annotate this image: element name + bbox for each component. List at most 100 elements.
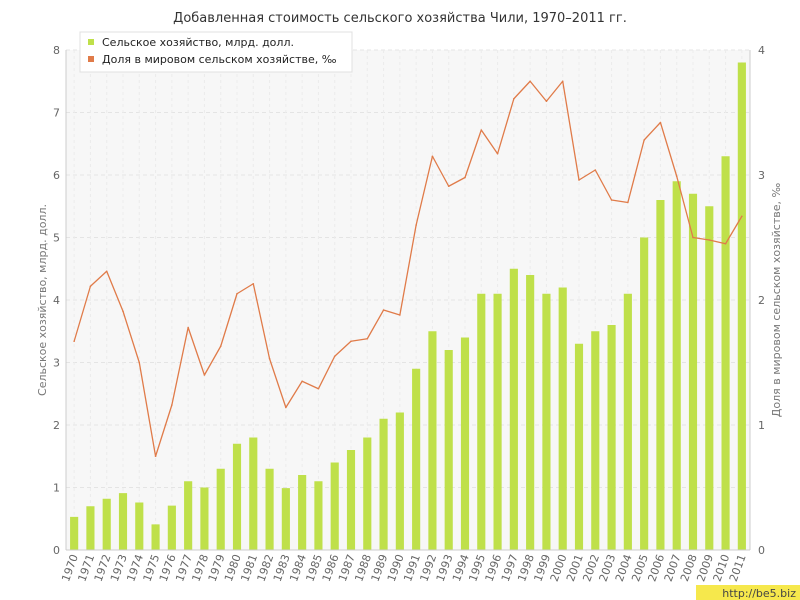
bar — [232, 443, 242, 550]
bar — [412, 368, 421, 550]
line-point — [464, 176, 466, 179]
line-point — [708, 239, 711, 241]
line-point — [203, 374, 206, 376]
bar — [460, 337, 470, 550]
line-point — [301, 380, 303, 383]
line-point — [480, 129, 483, 131]
y2-tick-label: 4 — [758, 44, 765, 57]
line-point — [627, 201, 629, 204]
line-point — [724, 242, 727, 245]
line-point — [431, 155, 434, 158]
bar — [216, 468, 225, 550]
line-point — [122, 310, 124, 313]
y-tick-label: 8 — [53, 44, 60, 57]
bar — [477, 293, 486, 550]
bar — [737, 62, 746, 550]
right-axis-ticks: 0 1 2 3 4 — [758, 44, 765, 557]
bar — [493, 293, 502, 550]
x-axis-ticks: 1970197119721973197419751976197719781979… — [59, 553, 749, 584]
watermark: http://be5.biz — [696, 585, 800, 600]
line-point — [447, 185, 450, 188]
line-point — [105, 270, 108, 273]
y2-tick-label: 1 — [758, 419, 765, 432]
y-tick-label: 7 — [53, 107, 60, 120]
line-point — [545, 100, 548, 103]
line-point — [187, 326, 189, 329]
bar — [395, 412, 404, 550]
bar — [167, 505, 176, 550]
y-tick-label: 3 — [53, 357, 60, 370]
line-point — [741, 215, 743, 218]
bar — [265, 468, 274, 550]
line-point — [138, 361, 141, 364]
line-point — [219, 345, 222, 348]
line-point — [154, 455, 157, 458]
line-point — [529, 80, 531, 83]
bar-series — [70, 62, 746, 550]
y2-tick-label: 2 — [758, 294, 765, 307]
bar — [558, 287, 567, 550]
line-point — [643, 139, 645, 141]
line-point — [610, 199, 613, 201]
legend: Сельское хозяйство, млрд. долл. Доля в м… — [79, 31, 353, 73]
bar — [249, 437, 258, 550]
bar — [705, 206, 714, 550]
line-series — [73, 80, 743, 458]
bar — [314, 481, 323, 550]
bar — [86, 506, 95, 550]
bar — [656, 200, 665, 550]
chart-title: Добавленная стоимость сельского хозяйств… — [173, 11, 627, 26]
line-point — [317, 387, 320, 390]
series-line — [73, 80, 743, 457]
bar — [118, 493, 128, 550]
line-point — [382, 309, 385, 311]
bar — [135, 502, 144, 550]
bar — [688, 193, 698, 550]
line-point — [268, 357, 271, 360]
bar — [428, 331, 437, 550]
line-point — [675, 175, 678, 178]
bar — [184, 481, 193, 550]
y-tick-label: 2 — [53, 419, 60, 432]
line-point — [350, 340, 352, 343]
line-point — [561, 80, 564, 83]
watermark-background — [696, 585, 800, 600]
bar — [444, 350, 453, 550]
bar — [574, 343, 584, 550]
y-tick-label: 6 — [53, 169, 60, 182]
bar — [509, 268, 518, 550]
line-point — [496, 152, 499, 155]
line-point — [171, 404, 173, 406]
line-point — [692, 236, 694, 239]
bar — [591, 331, 600, 550]
legend-swatch-bars — [88, 39, 94, 45]
y2-axis-label: Доля в мировом сельском хозяйстве, ‰ — [770, 183, 783, 418]
line-point — [578, 179, 580, 181]
y-tick-label: 5 — [53, 232, 60, 245]
legend-box — [79, 31, 353, 73]
y-tick-label: 1 — [53, 482, 60, 495]
line-point — [252, 282, 255, 285]
left-axis-ticks: 0 1 2 3 4 5 6 7 8 — [53, 44, 60, 557]
axes — [65, 50, 751, 551]
line-point — [89, 285, 92, 288]
bar — [672, 181, 681, 550]
line-point — [73, 340, 75, 343]
line-point — [236, 292, 238, 295]
line-point — [594, 169, 597, 171]
line-point — [513, 97, 515, 100]
line-point — [399, 314, 401, 316]
watermark-text: http://be5.biz — [722, 587, 796, 600]
y-tick-label: 4 — [53, 294, 60, 307]
bar — [102, 498, 111, 550]
bar — [200, 487, 209, 550]
bar — [640, 237, 649, 550]
bar — [151, 524, 160, 550]
y2-tick-label: 3 — [758, 169, 765, 182]
line-point — [415, 224, 417, 226]
bar — [542, 293, 551, 550]
line-point — [285, 406, 287, 409]
bar — [721, 156, 730, 550]
y-axis-label: Сельское хозяйство, млрд. долл. — [36, 204, 49, 396]
